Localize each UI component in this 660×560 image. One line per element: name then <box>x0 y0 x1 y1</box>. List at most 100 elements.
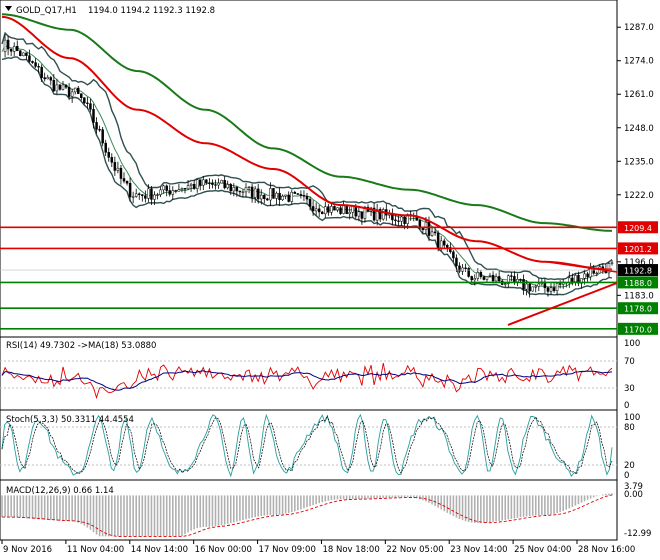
time-tick-label: 16 Nov 00:00 <box>195 545 252 555</box>
rsi-tick: 100 <box>624 339 640 349</box>
candle-body <box>375 209 379 221</box>
candle-body <box>232 187 236 192</box>
candle-body <box>89 103 92 110</box>
candle-body <box>507 275 510 284</box>
rsi-tick: 70 <box>624 357 635 367</box>
macd-panel[interactable]: MACD(12,26,9) 0.66 1.14 <box>1 486 613 537</box>
candle-body <box>77 87 80 94</box>
price-axis: 1287.0 1274.0 1261.0 1248.0 1235.0 1222.0 1196… <box>617 23 658 335</box>
candle-body <box>214 184 217 186</box>
candle-body <box>244 187 248 193</box>
candle-body <box>430 231 434 236</box>
candle-body <box>253 188 257 198</box>
candle-body <box>327 206 330 213</box>
candle-body <box>467 268 470 277</box>
time-tick-label: 11 Nov 04:00 <box>67 545 124 555</box>
ma-red-line <box>1 15 612 271</box>
triangle-down-icon[interactable] <box>5 6 12 11</box>
rsi-panel[interactable]: RSI(14) 49.7302 ->MA(18) 53.0880 <box>0 341 617 400</box>
candle-body <box>150 188 153 200</box>
candle-body <box>610 262 614 264</box>
time-tick-label: 25 Nov 04:00 <box>514 545 571 555</box>
trendline-resistance[interactable] <box>547 261 618 273</box>
horizontal-levels[interactable] <box>0 226 617 330</box>
price-tick-label: 1261.0 <box>624 90 654 100</box>
candle-body <box>296 193 300 195</box>
candle-body <box>571 277 574 282</box>
candle-body <box>162 185 165 191</box>
candle-body <box>290 191 293 202</box>
candle-body <box>302 195 306 197</box>
candle-body <box>589 268 592 278</box>
candle-body <box>519 278 522 281</box>
candle-body <box>552 287 556 291</box>
macd-axis: 3.79 0.00 -12.99 <box>624 482 651 539</box>
candle-body <box>92 109 95 123</box>
candle-body <box>165 185 168 191</box>
candle-body <box>427 221 431 236</box>
stoch-axis: 100 80 20 0 <box>624 413 640 481</box>
time-tick-label: 18 Nov 18:00 <box>322 545 379 555</box>
rsi-ma-line <box>1 370 613 391</box>
candle-body <box>141 194 144 196</box>
candle-body <box>378 209 382 220</box>
candle-body <box>476 272 480 279</box>
level-price-label: 1209.4 <box>624 224 652 233</box>
candle-body <box>177 189 181 192</box>
current-price-label: 1192.8 <box>624 267 652 276</box>
candle-body <box>49 77 53 81</box>
stoch-tick: 0 <box>624 471 629 481</box>
moving-averages <box>1 13 613 271</box>
candle-body <box>443 240 446 246</box>
candle-body <box>192 183 196 189</box>
candle-body <box>95 122 98 130</box>
candle-body <box>516 278 519 282</box>
candle-body <box>46 77 49 80</box>
candle-body <box>452 251 455 259</box>
candle-body <box>528 283 531 292</box>
candle-body <box>549 287 553 292</box>
candle-body <box>583 273 586 279</box>
candle-body <box>308 198 312 207</box>
macd-tick: 0.00 <box>624 490 643 500</box>
stoch-signal-line <box>1 414 613 475</box>
trendline-support[interactable] <box>507 282 618 326</box>
candle-body <box>525 283 528 290</box>
candle-body <box>86 102 89 104</box>
candle-body <box>19 50 22 57</box>
candle-body <box>314 208 318 212</box>
candle-body <box>342 205 345 214</box>
stoch-panel[interactable]: Stoch(5,3,3) 50.3311 44.4554 <box>0 413 617 478</box>
candle-body <box>156 194 159 196</box>
current-price-tag <box>618 264 658 277</box>
rsi-tick: 30 <box>624 384 635 394</box>
candle-body <box>134 193 138 197</box>
candle-body <box>195 179 199 189</box>
candle-body <box>488 275 492 277</box>
price-tick-label: 1183.0 <box>624 291 654 301</box>
candle-body <box>116 167 120 171</box>
candle-body <box>138 193 141 195</box>
time-tick-label: 28 Nov 16:00 <box>578 545 635 555</box>
price-tick-label: 1235.0 <box>624 157 654 167</box>
candle-body <box>305 195 309 200</box>
candle-body <box>131 196 135 198</box>
candle-body <box>220 180 223 184</box>
candle-body <box>180 188 184 190</box>
candle-body <box>247 186 251 188</box>
price-panel[interactable] <box>0 13 618 330</box>
candle-body <box>55 84 59 92</box>
candle-body <box>64 84 68 88</box>
candle-body <box>324 206 327 215</box>
candle-body <box>336 207 339 211</box>
price-tick-label: 1248.0 <box>624 124 654 134</box>
candle-body <box>171 190 175 195</box>
candle-body <box>485 276 489 280</box>
chart-header: GOLD_Q17,H1 1194.0 1194.2 1192.3 1192.8 <box>5 6 215 16</box>
time-tick-label: 14 Nov 14:00 <box>131 545 188 555</box>
candle-body <box>497 276 501 282</box>
candle-body <box>61 84 65 90</box>
ohlc-values: 1194.0 1194.2 1192.3 1192.8 <box>88 6 215 16</box>
candle-body <box>339 207 342 214</box>
